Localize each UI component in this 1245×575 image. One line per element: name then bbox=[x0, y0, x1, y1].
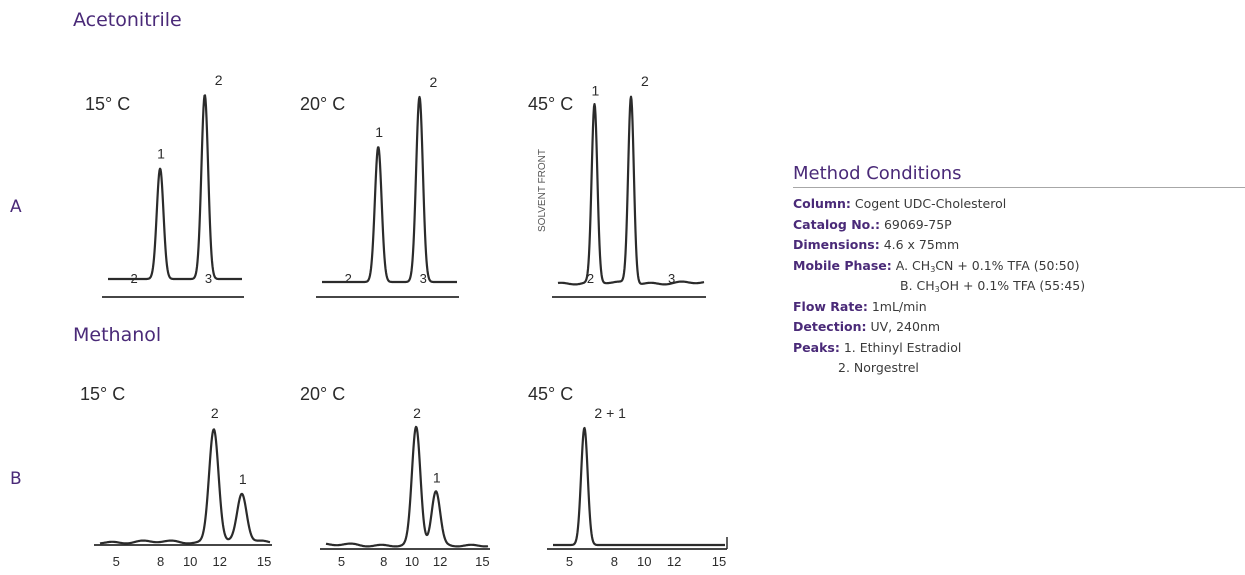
method-conditions-heading: Method Conditions bbox=[793, 163, 962, 184]
panel-title: 45° C bbox=[528, 94, 573, 114]
condition-detection: Detection: UV, 240nm bbox=[793, 317, 1245, 338]
mobile-phase-b-prefix: B. CH bbox=[900, 278, 935, 293]
peak-label: 1 bbox=[433, 469, 441, 485]
mobile-phase-b-subscript: 3 bbox=[934, 285, 940, 294]
x-tick-label: 12 bbox=[667, 554, 681, 569]
x-tick-label: 3 bbox=[668, 271, 675, 286]
x-tick-label: 8 bbox=[380, 554, 387, 569]
condition-peaks-label: Peaks: bbox=[793, 339, 840, 355]
x-tick-label: 8 bbox=[157, 554, 164, 569]
condition-column: Column: Cogent UDC-Cholesterol bbox=[793, 194, 1245, 215]
peak-label: 2 bbox=[641, 73, 649, 89]
x-tick-label: 15 bbox=[712, 554, 726, 569]
x-tick-label: 3 bbox=[420, 271, 427, 286]
peak-label: 2 bbox=[215, 72, 223, 88]
panel-title: 20° C bbox=[300, 384, 345, 404]
peak-label: 2 bbox=[413, 405, 421, 421]
condition-dimensions-label: Dimensions: bbox=[793, 237, 880, 252]
chromatogram-trace bbox=[321, 95, 458, 284]
x-tick-label: 10 bbox=[405, 554, 419, 569]
condition-peak-2: 2. Norgestrel bbox=[838, 360, 919, 375]
heading-divider bbox=[793, 187, 1245, 188]
x-tick-label: 5 bbox=[566, 554, 573, 569]
condition-detection-value: UV, 240nm bbox=[870, 319, 941, 334]
condition-mobile-phase-a: Mobile Phase: A. CH3CN + 0.1% TFA (50:50… bbox=[793, 256, 1245, 277]
mobile-phase-b-rest: OH + 0.1% TFA (55:45) bbox=[939, 278, 1086, 293]
x-tick-label: 2 bbox=[587, 271, 594, 286]
chromatogram-trace bbox=[552, 426, 726, 547]
condition-peaks: Peaks: 1. Ethinyl Estradiol bbox=[793, 338, 1245, 359]
condition-catalog: Catalog No.: 69069-75P bbox=[793, 215, 1245, 236]
x-tick-label: 2 bbox=[345, 271, 352, 286]
condition-peaks-second: 2. Norgestrel bbox=[793, 358, 1245, 379]
mobile-phase-a-prefix: A. CH bbox=[895, 257, 931, 273]
condition-dimensions-value: 4.6 x 75mm bbox=[883, 237, 960, 252]
peak-label: 1 bbox=[157, 146, 165, 162]
x-tick-label: 10 bbox=[637, 554, 651, 569]
condition-column-value: Cogent UDC-Cholesterol bbox=[854, 196, 1007, 211]
condition-column-label: Column: bbox=[793, 196, 851, 211]
condition-catalog-label: Catalog No.: bbox=[793, 216, 880, 232]
peak-label: 2 + 1 bbox=[594, 405, 626, 421]
x-tick-label: 8 bbox=[611, 554, 618, 569]
chromatogram-trace bbox=[325, 425, 489, 548]
chromatogram-trace bbox=[107, 94, 243, 281]
chromatogram-panel-3: 45° C 1 2 2 3 SOLVENT FRONT bbox=[528, 73, 706, 298]
mobile-phase-a-subscript: 3 bbox=[930, 264, 936, 274]
condition-detection-label: Detection: bbox=[793, 319, 867, 334]
panel-title: 15° C bbox=[80, 384, 125, 404]
chromatogram-trace bbox=[557, 95, 705, 286]
chromatogram-panel-2: 20° C 1 2 2 3 bbox=[300, 74, 459, 298]
x-tick-label: 2 bbox=[130, 271, 137, 286]
x-tick-label: 5 bbox=[113, 554, 120, 569]
peak-label: 1 bbox=[592, 82, 600, 98]
x-tick-label: 15 bbox=[475, 554, 489, 569]
x-tick-label: 15 bbox=[257, 554, 271, 569]
row-label-a: A bbox=[10, 197, 22, 217]
section-title-acetonitrile: Acetonitrile bbox=[73, 9, 182, 31]
condition-flow-rate-value: 1mL/min bbox=[871, 298, 927, 314]
peak-label: 2 bbox=[430, 74, 438, 90]
peak-label: 1 bbox=[239, 471, 247, 487]
x-tick-label: 12 bbox=[213, 554, 227, 569]
x-tick-label: 12 bbox=[433, 554, 447, 569]
method-conditions: Method Conditions Column: Cogent UDC-Cho… bbox=[793, 163, 1245, 379]
row-label-b: B bbox=[10, 469, 22, 489]
chromatogram-panel-1: 15° C 1 2 2 3 bbox=[85, 72, 244, 298]
condition-peak-1: 1. Ethinyl Estradiol bbox=[843, 339, 962, 355]
x-tick-label: 3 bbox=[205, 271, 212, 286]
condition-mobile-phase-b: B. CH3OH + 0.1% TFA (55:45) bbox=[793, 276, 1245, 297]
peak-label: 2 bbox=[211, 405, 219, 421]
condition-flow-rate-label: Flow Rate: bbox=[793, 298, 868, 314]
condition-dimensions: Dimensions: 4.6 x 75mm bbox=[793, 235, 1245, 256]
x-tick-label: 5 bbox=[338, 554, 345, 569]
condition-catalog-value: 69069-75P bbox=[883, 216, 952, 232]
section-title-methanol: Methanol bbox=[73, 324, 162, 346]
x-tick-label: 10 bbox=[183, 554, 197, 569]
condition-flow-rate: Flow Rate: 1mL/min bbox=[793, 297, 1245, 318]
panel-title: 45° C bbox=[528, 384, 573, 404]
chromatogram-trace bbox=[99, 428, 271, 545]
panel-title: 20° C bbox=[300, 94, 345, 114]
peak-label: 1 bbox=[375, 124, 383, 140]
mobile-phase-a-rest: CN + 0.1% TFA (50:50) bbox=[935, 257, 1080, 273]
panel-title: 15° C bbox=[85, 94, 130, 114]
condition-mobile-phase-label: Mobile Phase: bbox=[793, 257, 892, 273]
chromatogram-panel-6: 45° C 2 + 1 5 8 10 12 15 bbox=[528, 384, 728, 569]
solvent-front-annotation: SOLVENT FRONT bbox=[537, 149, 548, 232]
